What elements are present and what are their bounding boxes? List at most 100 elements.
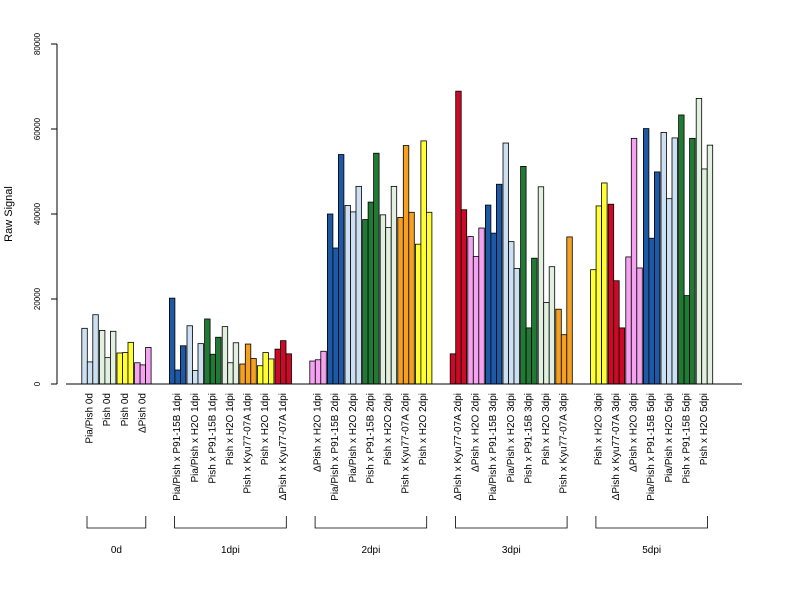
bar xyxy=(232,342,240,385)
bar xyxy=(701,168,708,385)
bar xyxy=(122,352,129,385)
bar xyxy=(256,365,264,385)
bar xyxy=(204,318,211,385)
bar xyxy=(267,358,275,385)
bar xyxy=(367,201,375,385)
x-tick-label: ΔPish x Kyu77-07A 3dpi xyxy=(611,393,622,500)
bar xyxy=(502,142,509,385)
bar xyxy=(408,211,415,385)
x-tick-label: ΔPish x Kyu77-07A 1dpi xyxy=(278,393,289,500)
group-label: 1dpi xyxy=(221,545,240,556)
bar xyxy=(555,308,562,385)
bar xyxy=(92,314,99,385)
bar xyxy=(326,213,334,385)
bar xyxy=(227,362,234,385)
x-tick-label: Pia/Pish x H2O 2dpi xyxy=(348,393,359,483)
x-tick-label: Pia/Pish x P91-15B 3dpi xyxy=(488,393,499,501)
x-tick-label: Pia/Pish x P91-15B 2dpi xyxy=(330,393,341,501)
x-tick-label: Pia/Pish x H2O 5dpi xyxy=(664,393,675,483)
bar xyxy=(678,114,685,385)
bar xyxy=(139,364,147,385)
bar xyxy=(671,137,678,385)
bar xyxy=(362,219,369,385)
bar xyxy=(192,369,199,385)
bar xyxy=(373,152,380,385)
bar xyxy=(134,362,141,385)
bar xyxy=(683,295,690,385)
bar xyxy=(595,205,602,385)
group-bracket xyxy=(595,516,708,529)
x-tick-label: Pish x H2O 1dpi xyxy=(225,393,236,465)
bar xyxy=(397,216,404,385)
bar xyxy=(197,343,204,385)
x-tick-label: Pia/Pish 0d xyxy=(85,393,96,444)
bar xyxy=(168,297,176,385)
x-tick-label: Pish x P91-15B 1dpi xyxy=(207,393,218,484)
bar xyxy=(449,353,457,385)
y-tick-label: 40000 xyxy=(33,202,42,225)
bar xyxy=(636,267,643,385)
bar xyxy=(654,171,661,385)
bar xyxy=(484,204,492,385)
group-label: 0d xyxy=(111,545,122,556)
bar xyxy=(179,345,187,385)
bar xyxy=(99,330,106,385)
x-tick-label: Pish x H2O 5dpi xyxy=(699,393,710,465)
bar xyxy=(548,266,556,385)
group-label: 3dpi xyxy=(502,545,521,556)
x-tick-label: Pish x Kyu77-07A 1dpi xyxy=(243,393,254,494)
bar xyxy=(116,352,123,385)
bar xyxy=(525,327,532,385)
bar xyxy=(455,90,462,385)
bars xyxy=(81,90,714,385)
bar xyxy=(280,340,287,385)
x-tick-label: Pia/Pish x H2O 3dpi xyxy=(506,393,517,483)
bar xyxy=(314,359,322,385)
y-tick-label: 20000 xyxy=(33,287,42,310)
bar xyxy=(385,227,392,385)
bar xyxy=(244,343,252,385)
bar xyxy=(390,185,398,385)
bar xyxy=(402,145,410,385)
y-tick-label: 0 xyxy=(33,381,42,386)
bar xyxy=(355,185,362,385)
bar xyxy=(537,186,545,385)
bar xyxy=(186,325,193,385)
bar xyxy=(666,198,673,385)
x-tick-label: ΔPish x Kyu77-07A 2dpi xyxy=(453,393,464,500)
bar xyxy=(337,154,345,385)
bar xyxy=(425,211,433,385)
bar xyxy=(607,203,615,385)
x-tick-label: Pia/Pish x P91-15B 1dpi xyxy=(172,393,183,501)
bar xyxy=(695,98,703,385)
bar xyxy=(490,232,497,385)
bar xyxy=(560,334,568,385)
x-tick-label: Pish 0d xyxy=(120,393,131,426)
bar xyxy=(543,301,550,385)
bar xyxy=(110,330,117,385)
bar xyxy=(648,237,655,385)
x-tick-labels: Pia/Pish 0d Pish 0d Pish 0d ΔPish 0d Pia/Pis… xyxy=(85,393,710,501)
bar xyxy=(467,236,474,385)
x-tick-label: Pish x P91-15B 3dpi xyxy=(523,393,534,484)
group-bracket xyxy=(86,516,147,529)
bar xyxy=(250,358,257,385)
x-tick-label: Pish x H2O 3dpi xyxy=(541,393,552,465)
group-bracket xyxy=(455,516,568,529)
group-brackets: 0d 1dpi 2dpi 3dpi 5dpi xyxy=(86,516,708,556)
bar xyxy=(350,211,357,385)
bar xyxy=(706,144,714,385)
bar xyxy=(81,327,88,385)
x-tick-label: ΔPish x H2O 3dpi xyxy=(629,393,640,472)
bar xyxy=(174,369,181,385)
y-tick-label: 80000 xyxy=(33,32,42,55)
bar xyxy=(262,352,269,385)
y-tick-label: 60000 xyxy=(33,117,42,140)
bar xyxy=(320,350,327,385)
bar xyxy=(332,247,339,385)
x-tick-label: Pish x P91-15B 5dpi xyxy=(681,393,692,484)
bar xyxy=(566,236,573,385)
x-tick-label: ΔPish x H2O 2dpi xyxy=(471,393,482,472)
group-bracket xyxy=(314,516,428,529)
